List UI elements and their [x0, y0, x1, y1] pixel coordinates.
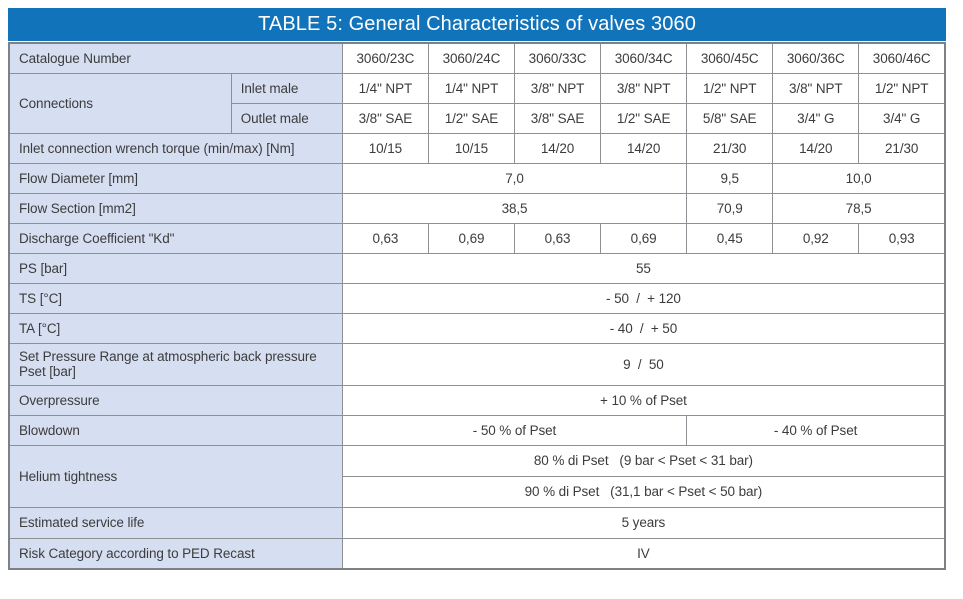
wrench-torque-value: 14/20 [600, 132, 688, 164]
discharge-coefficient-value: 0,63 [513, 222, 602, 254]
flow-section-label: Flow Section [mm2] [8, 192, 343, 224]
connections-label: Connections [8, 72, 232, 134]
overpressure-value: + 10 % of Pset [341, 384, 946, 416]
row-set-pressure-range: Set Pressure Range at atmospheric back p… [8, 342, 946, 386]
row-ta: TA [°C] - 40 / + 50 [8, 312, 946, 344]
row-ts: TS [°C] - 50 / + 120 [8, 282, 946, 314]
wrench-torque-value: 14/20 [513, 132, 602, 164]
row-service-life: Estimated service life 5 years [8, 506, 946, 539]
ta-value: - 40 / + 50 [341, 312, 946, 344]
blowdown-label: Blowdown [8, 414, 343, 446]
outlet-male-value: 1/2" SAE [427, 102, 516, 134]
ta-label: TA [°C] [8, 312, 343, 344]
ts-value: - 50 / + 120 [341, 282, 946, 314]
wrench-torque-value: 21/30 [686, 132, 774, 164]
outlet-male-value: 5/8" SAE [686, 102, 774, 134]
blowdown-value: - 40 % of Pset [686, 414, 946, 446]
outlet-male-value: 3/4" G [858, 102, 946, 134]
helium-tightness-value: 80 % di Pset (9 bar < Pset < 31 bar) [341, 444, 946, 477]
flow-diameter-value: 9,5 [686, 162, 774, 194]
risk-category-value: IV [341, 537, 946, 570]
ps-value: 55 [341, 252, 946, 284]
wrench-torque-value: 14/20 [772, 132, 860, 164]
row-discharge-coefficient: Discharge Coefficient "Kd" 0,63 0,69 0,6… [8, 222, 946, 254]
wrench-torque-value: 10/15 [427, 132, 516, 164]
table-title: TABLE 5: General Characteristics of valv… [8, 8, 946, 41]
catalogue-model-cell: 3060/24C [427, 42, 516, 74]
flow-section-value: 38,5 [341, 192, 688, 224]
discharge-coefficient-value: 0,92 [772, 222, 860, 254]
row-blowdown: Blowdown - 50 % of Pset - 40 % of Pset [8, 414, 946, 446]
row-risk-category: Risk Category according to PED Recast IV [8, 537, 946, 570]
inlet-male-value: 3/8" NPT [600, 72, 688, 104]
row-connections-outlet: Outlet male 3/8" SAE 1/2" SAE 3/8" SAE 1… [9, 102, 946, 134]
outlet-male-value: 3/8" SAE [513, 102, 602, 134]
flow-diameter-label: Flow Diameter [mm] [8, 162, 343, 194]
flow-diameter-value: 10,0 [772, 162, 946, 194]
valve-characteristics-grid: Catalogue Number 3060/23C 3060/24C 3060/… [8, 42, 946, 570]
catalogue-model-cell: 3060/36C [772, 42, 860, 74]
catalogue-model-cell: 3060/34C [600, 42, 688, 74]
row-helium-tightness-2: 90 % di Pset (31,1 bar < Pset < 50 bar) [9, 475, 946, 508]
discharge-coefficient-value: 0,69 [427, 222, 516, 254]
inlet-male-value: 1/4" NPT [341, 72, 429, 104]
row-catalogue-number: Catalogue Number 3060/23C 3060/24C 3060/… [8, 42, 946, 74]
discharge-coefficient-label: Discharge Coefficient "Kd" [8, 222, 343, 254]
overpressure-label: Overpressure [8, 384, 343, 416]
helium-tightness-value: 90 % di Pset (31,1 bar < Pset < 50 bar) [341, 475, 946, 508]
discharge-coefficient-value: 0,93 [858, 222, 946, 254]
row-flow-diameter: Flow Diameter [mm] 7,0 9,5 10,0 [8, 162, 946, 194]
row-helium-tightness-1: Helium tightness 80 % di Pset (9 bar < P… [8, 444, 946, 508]
set-pressure-range-label: Set Pressure Range at atmospheric back p… [8, 342, 343, 386]
risk-category-label: Risk Category according to PED Recast [8, 537, 343, 570]
flow-section-value: 78,5 [772, 192, 946, 224]
catalogue-model-cell: 3060/45C [686, 42, 774, 74]
row-flow-section: Flow Section [mm2] 38,5 70,9 78,5 [8, 192, 946, 224]
inlet-male-value: 3/8" NPT [772, 72, 860, 104]
service-life-value: 5 years [341, 506, 946, 539]
catalogue-number-label: Catalogue Number [8, 42, 343, 74]
set-pressure-range-value: 9 / 50 [341, 342, 946, 386]
flow-section-value: 70,9 [686, 192, 774, 224]
wrench-torque-value: 10/15 [341, 132, 429, 164]
discharge-coefficient-value: 0,45 [686, 222, 774, 254]
blowdown-value: - 50 % of Pset [341, 414, 688, 446]
outlet-male-value: 3/8" SAE [341, 102, 429, 134]
helium-tightness-label: Helium tightness [8, 444, 343, 508]
outlet-male-value: 3/4" G [772, 102, 860, 134]
ts-label: TS [°C] [8, 282, 343, 314]
wrench-torque-label: Inlet connection wrench torque (min/max)… [8, 132, 343, 164]
wrench-torque-value: 21/30 [858, 132, 946, 164]
discharge-coefficient-value: 0,69 [600, 222, 688, 254]
characteristics-table: TABLE 5: General Characteristics of valv… [8, 8, 946, 570]
catalogue-model-cell: 3060/23C [341, 42, 429, 74]
catalogue-model-cell: 3060/46C [858, 42, 946, 74]
flow-diameter-value: 7,0 [341, 162, 688, 194]
inlet-male-value: 1/2" NPT [858, 72, 946, 104]
inlet-male-value: 1/2" NPT [686, 72, 774, 104]
inlet-male-value: 3/8" NPT [513, 72, 602, 104]
outlet-male-label: Outlet male [230, 102, 343, 134]
inlet-male-value: 1/4" NPT [427, 72, 516, 104]
row-ps: PS [bar] 55 [8, 252, 946, 284]
row-connections-inlet: Connections Inlet male 1/4" NPT 1/4" NPT… [8, 72, 946, 134]
catalogue-model-cell: 3060/33C [513, 42, 602, 74]
row-wrench-torque: Inlet connection wrench torque (min/max)… [8, 132, 946, 164]
outlet-male-value: 1/2" SAE [600, 102, 688, 134]
discharge-coefficient-value: 0,63 [341, 222, 429, 254]
row-overpressure: Overpressure + 10 % of Pset [8, 384, 946, 416]
service-life-label: Estimated service life [8, 506, 343, 539]
ps-label: PS [bar] [8, 252, 343, 284]
inlet-male-label: Inlet male [230, 72, 343, 104]
